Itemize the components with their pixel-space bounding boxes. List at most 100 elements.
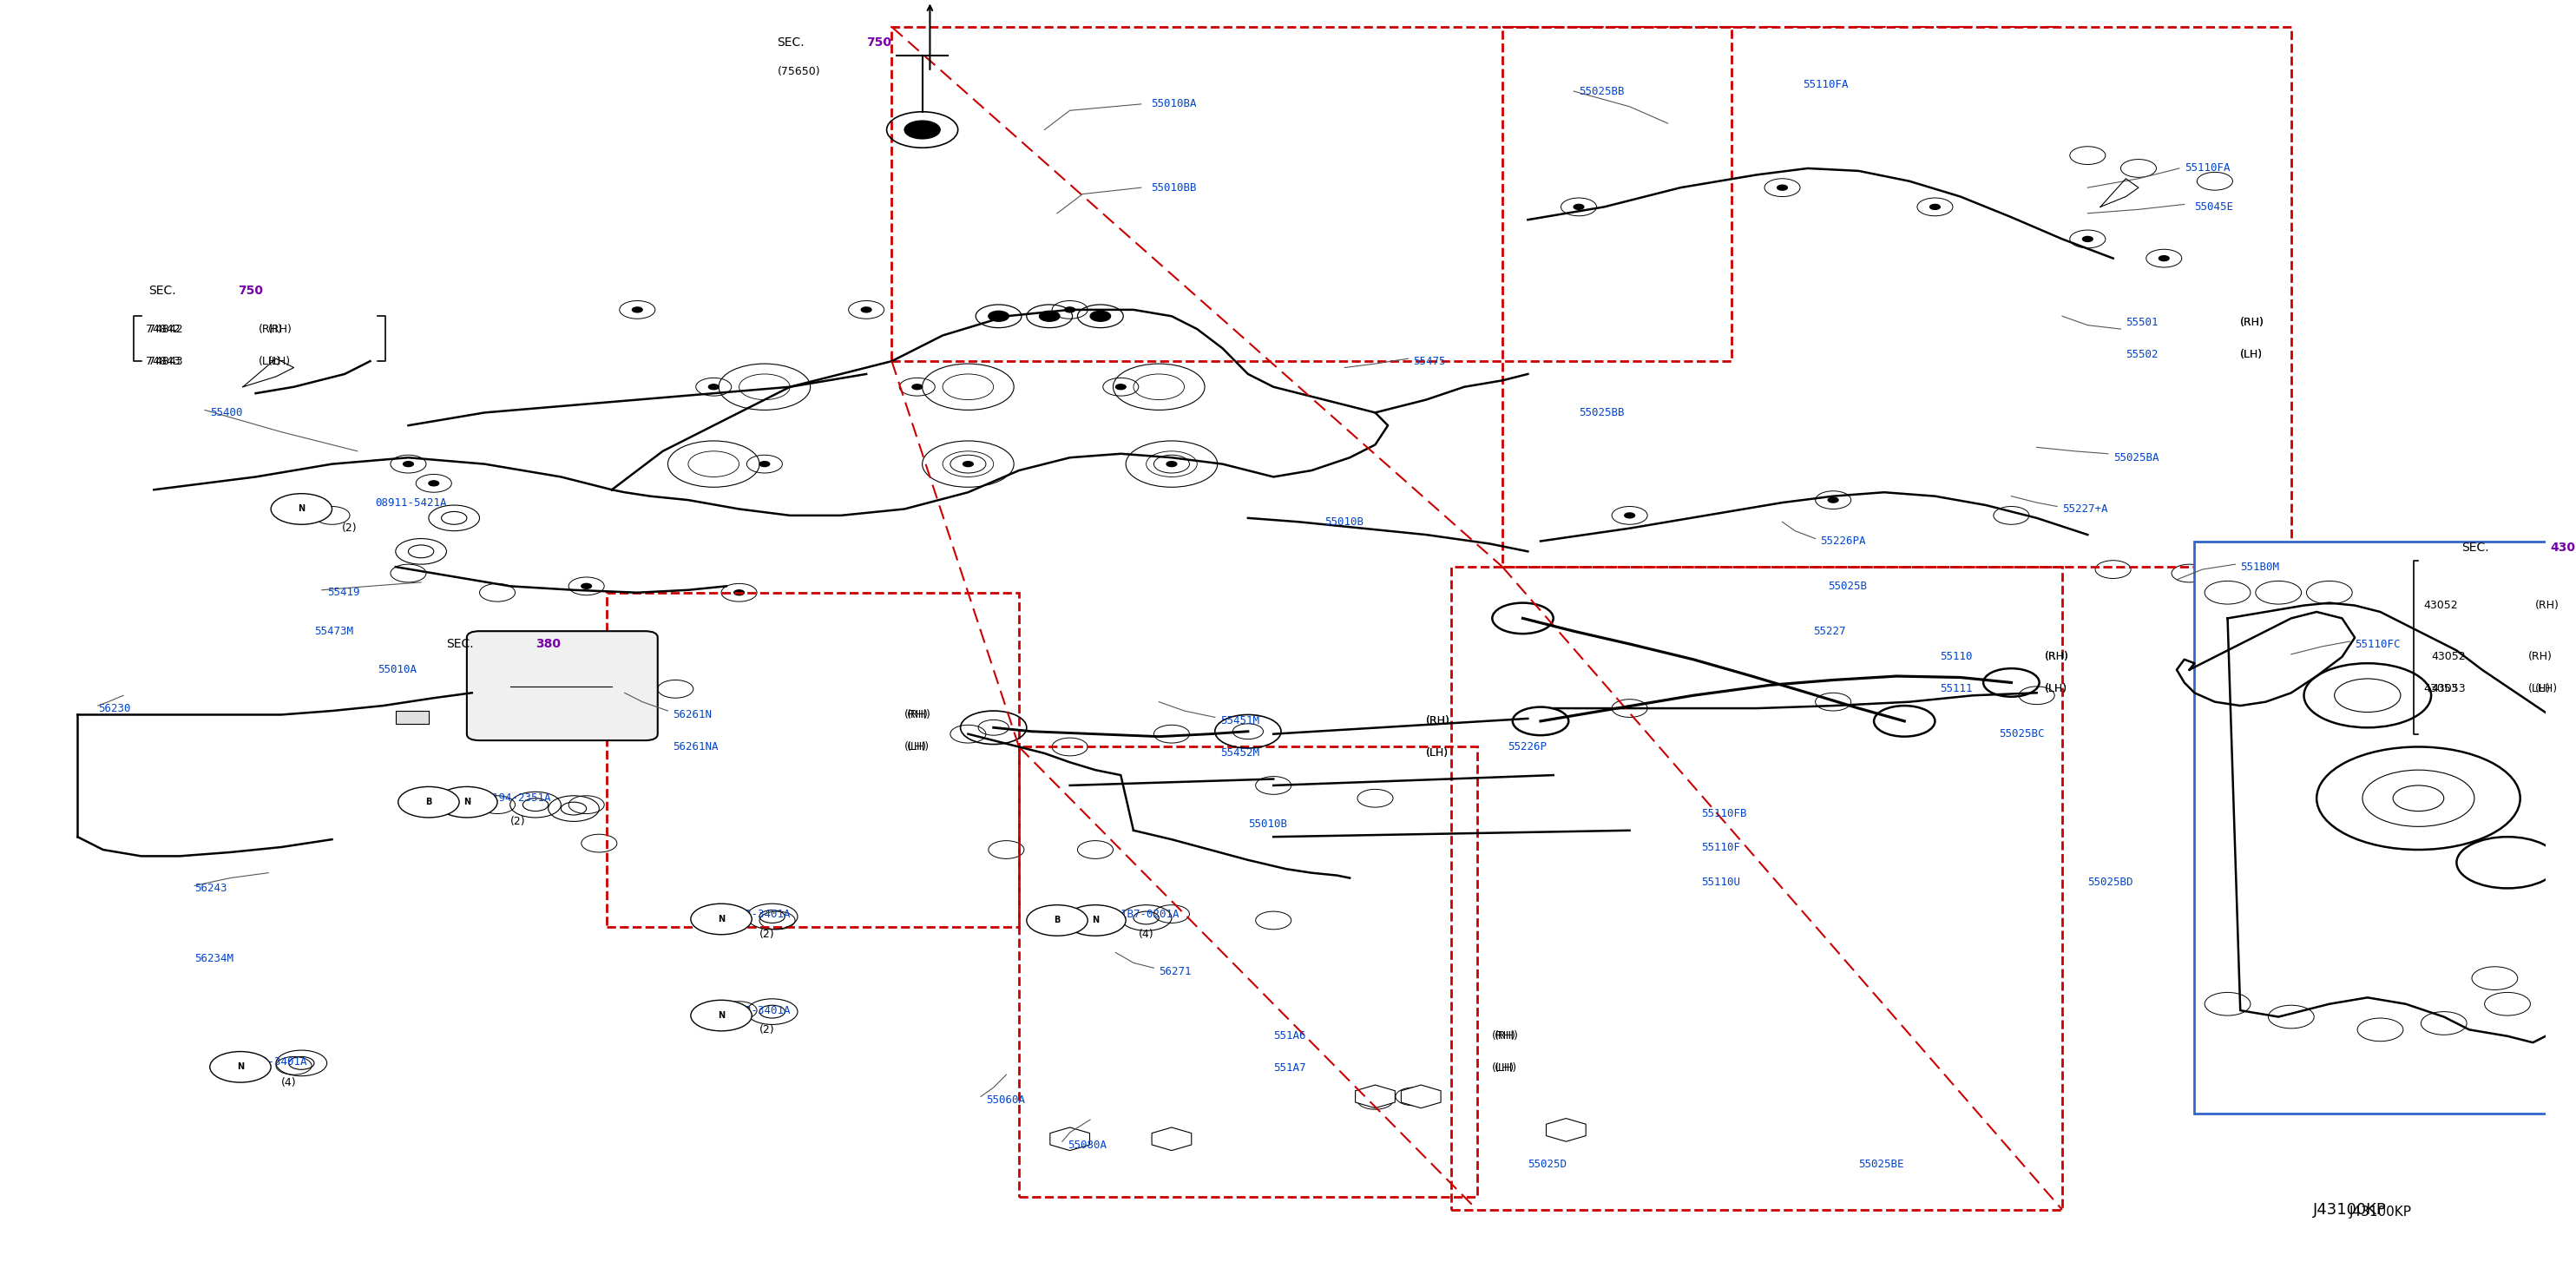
Text: (RH): (RH) [2241,317,2264,328]
Text: (RH): (RH) [2535,600,2561,611]
Circle shape [690,904,752,935]
Text: (LH): (LH) [1494,1063,1517,1074]
Text: (LH): (LH) [2535,684,2558,694]
Text: 551A7: 551A7 [1273,1063,1306,1074]
Text: B: B [425,797,433,806]
Circle shape [734,590,744,595]
Text: (LH): (LH) [2045,684,2066,694]
Polygon shape [397,711,428,724]
Text: N: N [719,914,724,923]
Bar [1450,567,2063,1209]
Circle shape [209,1051,270,1082]
Text: (RH): (RH) [2045,652,2069,662]
Text: SEC.: SEC. [2463,541,2488,554]
Text: 08911-5421A: 08911-5421A [376,497,446,509]
Text: (LH): (LH) [1492,1063,1515,1074]
Bar [891,27,1731,361]
Text: (LH): (LH) [1427,747,1448,759]
Text: 55010B: 55010B [1324,516,1363,528]
Bar [1502,27,2290,567]
Circle shape [1829,497,1839,502]
Text: 55080A: 55080A [1066,1140,1105,1151]
Circle shape [435,787,497,818]
Text: (4): (4) [1139,929,1154,940]
Text: 56234M: 56234M [196,953,234,965]
Text: 081B7-0201A: 081B7-0201A [1108,908,1180,920]
Text: 55110U: 55110U [1700,876,1739,887]
Text: 55010BB: 55010BB [1151,182,1198,193]
Text: J43100KP: J43100KP [2313,1202,2385,1217]
Text: 55060A: 55060A [987,1095,1025,1106]
Circle shape [1038,310,1059,321]
Circle shape [1064,307,1074,312]
Text: 55227+A: 55227+A [2063,504,2107,515]
Text: 74843: 74843 [147,355,180,367]
Text: 551A6: 551A6 [1273,1030,1306,1042]
Circle shape [631,307,641,312]
Text: 55110: 55110 [1940,652,1973,662]
Text: 55226PA: 55226PA [1821,536,1865,547]
Text: 43053: 43053 [2424,684,2458,694]
Text: 56271: 56271 [1159,966,1193,978]
Text: (2): (2) [760,1024,775,1036]
Circle shape [582,583,592,589]
Text: (RH): (RH) [1427,716,1450,726]
Text: 55025BB: 55025BB [1579,407,1625,419]
Circle shape [912,384,922,389]
Text: 55025BD: 55025BD [2087,876,2133,887]
Text: (RH): (RH) [2241,317,2264,328]
Text: 750: 750 [237,285,263,296]
Text: 55025BC: 55025BC [1999,728,2045,739]
Text: 55045E: 55045E [2195,201,2233,213]
Text: 55025BE: 55025BE [1860,1159,1904,1171]
Text: 56230: 56230 [98,703,131,714]
Text: (RH): (RH) [2527,652,2553,662]
Text: (LH): (LH) [268,355,291,367]
Text: 56261NA: 56261NA [672,741,719,752]
Text: (LH): (LH) [2241,349,2262,361]
Circle shape [399,787,459,818]
Circle shape [1090,310,1110,321]
FancyBboxPatch shape [466,631,657,741]
Text: N: N [719,1011,724,1020]
Text: 08194-2351A: 08194-2351A [479,792,551,804]
Circle shape [860,307,871,312]
Text: 55110FC: 55110FC [2354,639,2401,649]
Text: (RH): (RH) [1427,716,1450,726]
Text: (2): (2) [510,815,526,827]
Text: (RH): (RH) [907,710,930,720]
Text: (RH): (RH) [1492,1030,1517,1042]
Text: 55110FA: 55110FA [2184,162,2231,174]
Text: 55010BA: 55010BA [1151,98,1198,109]
Text: (LH): (LH) [907,741,930,752]
Text: 74842: 74842 [149,323,183,335]
Text: (4): (4) [281,1077,296,1088]
Circle shape [1574,205,1584,210]
Text: J43100KP: J43100KP [2349,1206,2411,1218]
Text: N: N [299,505,304,514]
Text: SEC.: SEC. [446,638,474,650]
Text: (LH): (LH) [904,741,927,752]
Text: 380: 380 [536,638,562,650]
Text: (LH): (LH) [2045,684,2066,694]
Text: (RH): (RH) [904,710,930,720]
Text: N: N [464,797,471,806]
Text: 55025BB: 55025BB [1579,85,1625,97]
Circle shape [1028,905,1087,936]
Text: 08918-3401A: 08918-3401A [719,1005,791,1016]
Text: B: B [1054,916,1061,925]
Text: 430: 430 [2550,541,2576,554]
Circle shape [1777,185,1788,191]
Text: 08918-3401A: 08918-3401A [719,908,791,920]
Text: (LH): (LH) [1427,747,1448,759]
Circle shape [989,310,1010,321]
Text: 55110FA: 55110FA [1803,79,1847,90]
Text: 55110FB: 55110FB [1700,808,1747,819]
Text: 55025B: 55025B [1829,581,1868,591]
Text: 55226P: 55226P [1507,741,1546,752]
Bar [1020,747,1476,1197]
Circle shape [270,493,332,524]
Text: 55025BA: 55025BA [2112,452,2159,464]
Text: 55451M: 55451M [1221,716,1260,726]
Text: 55227: 55227 [1814,626,1844,636]
